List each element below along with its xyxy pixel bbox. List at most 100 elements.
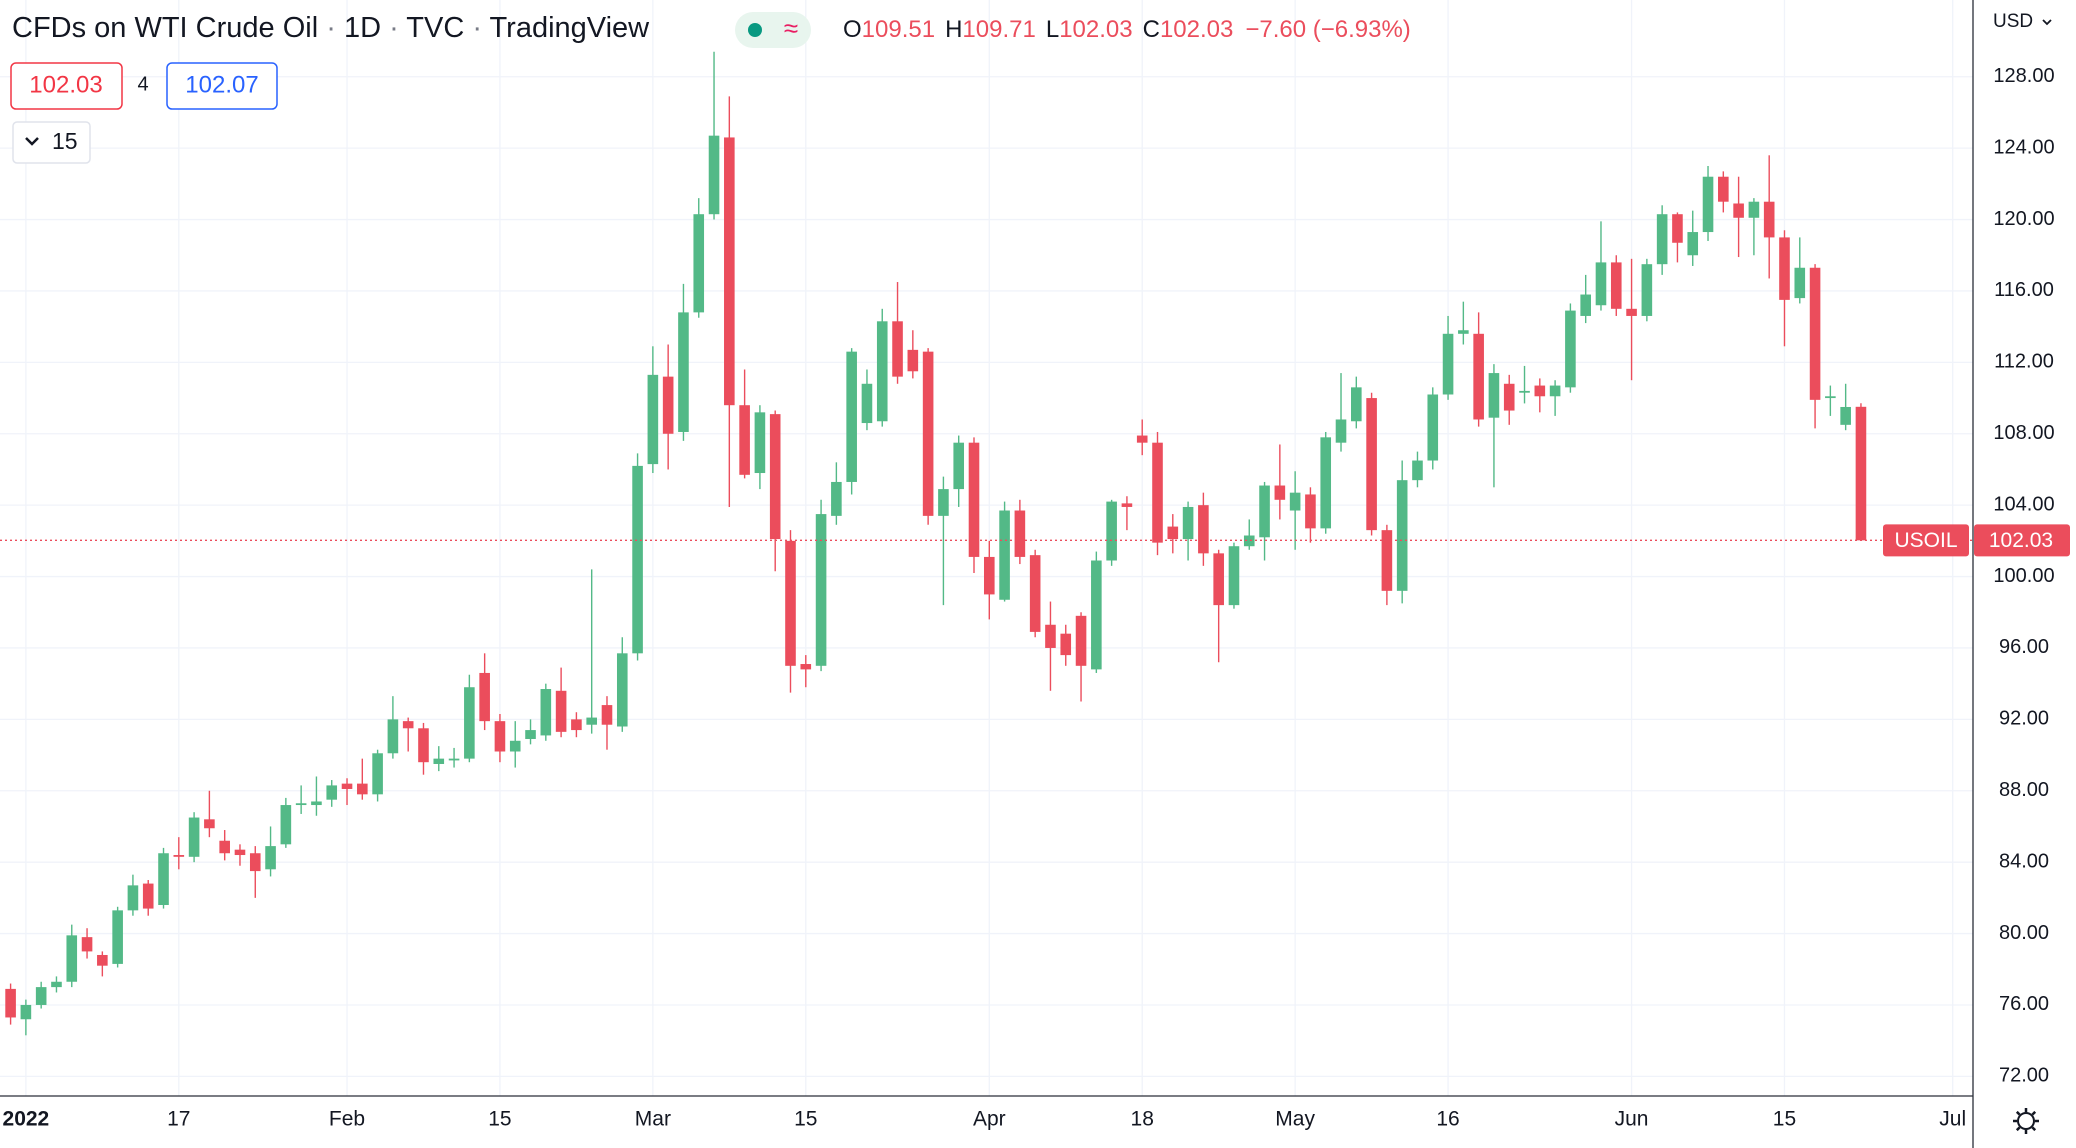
buy-button[interactable] bbox=[166, 62, 278, 110]
gear-tooth bbox=[2031, 1126, 2037, 1132]
candle-body bbox=[1442, 333, 1454, 395]
candle-body bbox=[387, 719, 399, 754]
candle-body bbox=[1565, 310, 1576, 388]
x-tick-label: 15 bbox=[488, 1108, 511, 1131]
gear-tooth bbox=[2031, 1110, 2037, 1116]
gear-ring bbox=[2017, 1112, 2035, 1130]
x-tick-label: 17 bbox=[167, 1108, 190, 1131]
candle-body bbox=[402, 721, 414, 729]
ohlc-value: 109.71 bbox=[962, 16, 1035, 43]
separator: · bbox=[464, 12, 489, 44]
ohlc-value: 102.03 bbox=[1160, 16, 1233, 43]
candle-body bbox=[815, 514, 827, 666]
candle-body bbox=[1702, 176, 1714, 233]
candle-body bbox=[81, 937, 93, 952]
candle-body bbox=[1794, 267, 1806, 299]
y-tick-label: 92.00 bbox=[1999, 708, 2049, 730]
candle-body bbox=[1427, 394, 1439, 461]
currency-chevron bbox=[2042, 19, 2052, 26]
candle-body bbox=[234, 849, 246, 856]
y-tick-label: 128.00 bbox=[1993, 65, 2054, 87]
gear-tooth bbox=[2015, 1126, 2021, 1132]
interval[interactable]: 1D bbox=[344, 12, 381, 44]
gear-tooth bbox=[2015, 1110, 2021, 1116]
candle-body bbox=[1091, 560, 1102, 670]
candle-body bbox=[983, 556, 995, 595]
exchange: TVC bbox=[406, 12, 464, 44]
candle-body bbox=[1595, 262, 1607, 306]
x-tick-label: Jul bbox=[1939, 1108, 1966, 1131]
candle-body bbox=[479, 672, 490, 722]
series-name-badge bbox=[1883, 524, 1969, 557]
candle-body bbox=[861, 383, 873, 424]
sell-button[interactable] bbox=[10, 62, 123, 110]
candle-body bbox=[1243, 535, 1255, 547]
candle-body bbox=[907, 349, 919, 372]
x-tick-label: 15 bbox=[1773, 1108, 1796, 1131]
candle-body bbox=[1213, 553, 1224, 606]
candle-body bbox=[846, 351, 857, 482]
candle-body bbox=[540, 689, 552, 736]
candle-body bbox=[1503, 383, 1515, 411]
candle-body bbox=[601, 705, 613, 725]
x-tick-label: Feb bbox=[329, 1108, 365, 1131]
candle-body bbox=[785, 540, 796, 666]
candle-body bbox=[1351, 387, 1362, 422]
candle-body bbox=[1121, 503, 1133, 507]
candle-body bbox=[1763, 201, 1775, 238]
candle-body bbox=[280, 805, 292, 845]
candle-body bbox=[188, 817, 200, 857]
candle-body bbox=[1182, 506, 1194, 540]
sell-price[interactable]: 102.03 bbox=[29, 71, 102, 98]
indicators-toggle[interactable] bbox=[12, 121, 91, 164]
candle-body bbox=[372, 753, 383, 795]
candle-body bbox=[357, 783, 368, 795]
candle-body bbox=[1809, 267, 1821, 400]
x-tick-label: Jun bbox=[1615, 1108, 1649, 1131]
ohlc-label: C bbox=[1143, 16, 1160, 43]
candle-body bbox=[876, 321, 888, 422]
candle-body bbox=[433, 758, 445, 764]
candle-body bbox=[1274, 485, 1286, 500]
candle-body bbox=[616, 653, 628, 727]
y-tick-label: 116.00 bbox=[1994, 279, 2054, 301]
indicators-count[interactable]: 15 bbox=[52, 128, 78, 154]
candle-body bbox=[1718, 176, 1729, 202]
candle-body bbox=[647, 374, 659, 465]
x-tick-label: 18 bbox=[1131, 1108, 1154, 1131]
candle-body bbox=[1381, 530, 1393, 591]
candle-body bbox=[678, 312, 689, 432]
candle-body bbox=[1641, 264, 1653, 316]
candle-body bbox=[1167, 526, 1179, 540]
candle-body bbox=[555, 690, 567, 732]
candle-body bbox=[1045, 624, 1056, 648]
candle-body bbox=[127, 885, 139, 911]
y-tick-label: 104.00 bbox=[1993, 493, 2054, 515]
candle-body bbox=[295, 803, 307, 806]
candle-body bbox=[1549, 385, 1561, 397]
candle-body bbox=[1198, 505, 1209, 554]
candle-body bbox=[158, 853, 169, 906]
candle-body bbox=[51, 981, 62, 988]
settings-icon[interactable] bbox=[2013, 1108, 2039, 1134]
chart-header: CFDs on WTI Crude Oil · 1D · TVC · Tradi… bbox=[12, 12, 650, 44]
separator: · bbox=[318, 12, 344, 44]
candle-body bbox=[5, 988, 16, 1018]
buy-price[interactable]: 102.07 bbox=[185, 71, 258, 98]
candle-body bbox=[448, 758, 460, 761]
candle-body bbox=[831, 481, 842, 516]
status-pill[interactable] bbox=[735, 12, 811, 48]
candle-body bbox=[97, 954, 108, 966]
y-tick-label: 108.00 bbox=[1993, 422, 2054, 444]
y-tick-label: 76.00 bbox=[1999, 993, 2049, 1015]
candle-body bbox=[1014, 510, 1026, 557]
candle-body bbox=[662, 376, 674, 434]
candle-body bbox=[999, 510, 1010, 600]
candle-body bbox=[1519, 390, 1530, 393]
currency[interactable]: USD bbox=[1993, 11, 2033, 32]
axis-panel bbox=[1973, 0, 2076, 1148]
candle-body bbox=[464, 687, 475, 759]
